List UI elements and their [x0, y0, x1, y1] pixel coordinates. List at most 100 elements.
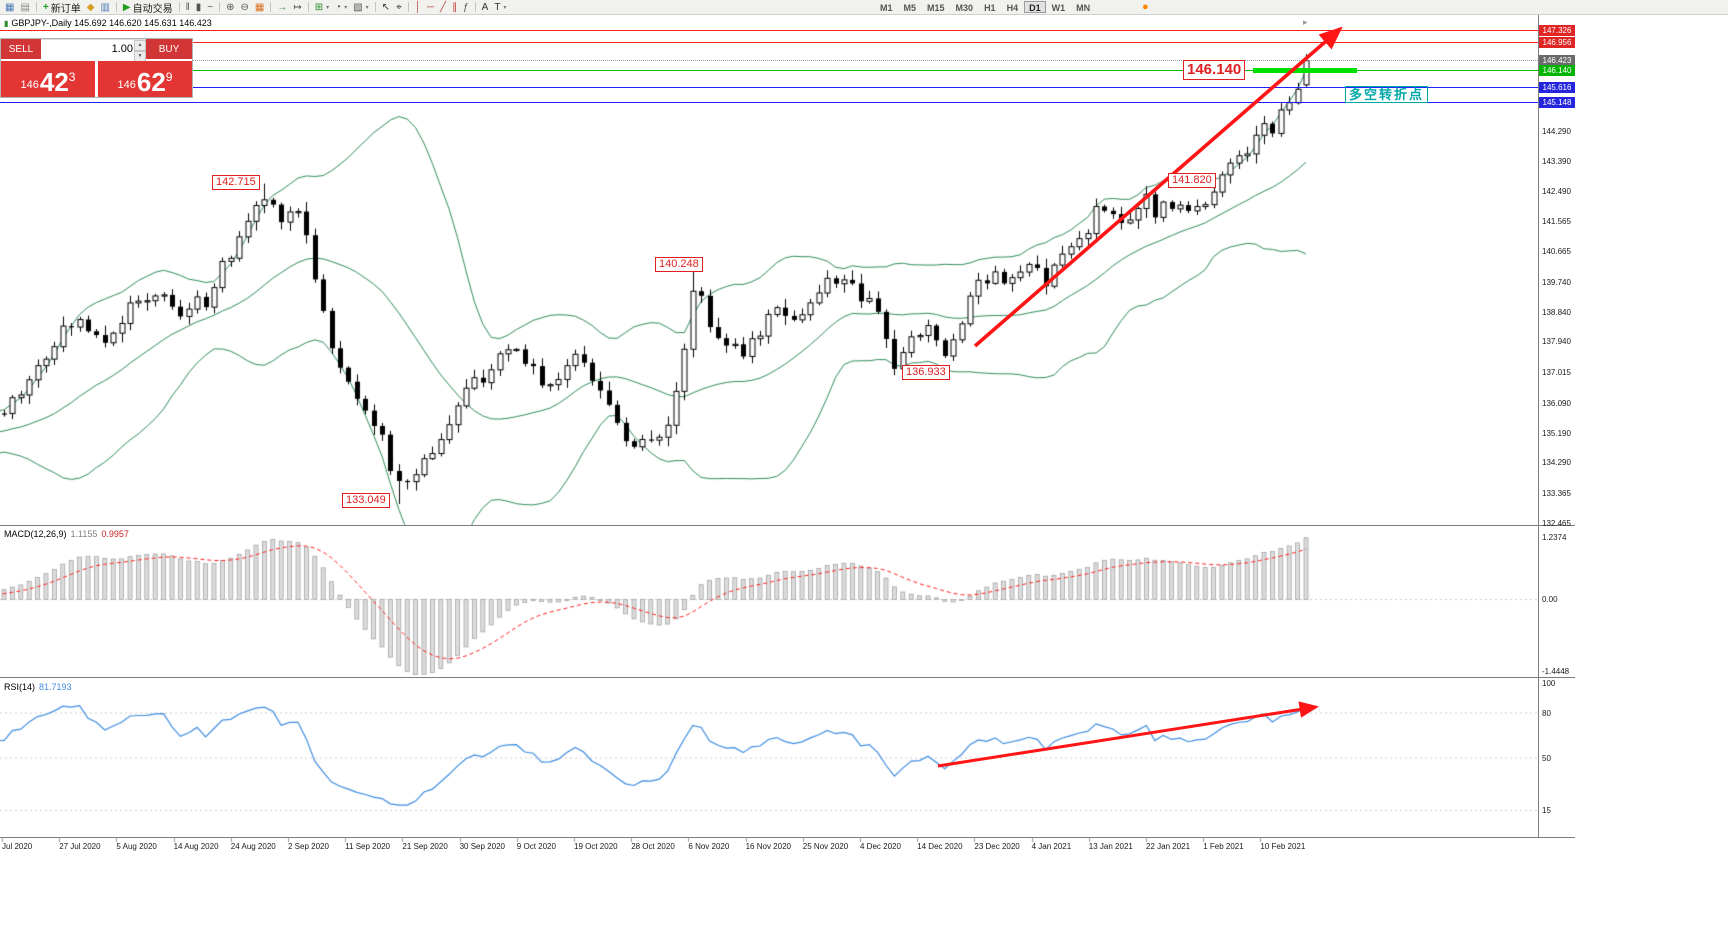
time-axis-label: 22 Jan 2021 — [1146, 842, 1191, 851]
vertical-line-button[interactable]: │ — [412, 1, 424, 14]
templates-button[interactable]: ▧ ▾ — [350, 1, 371, 14]
zoom-in-button[interactable]: ⊕ — [223, 1, 237, 14]
periods-icon: ◔ — [335, 1, 342, 13]
indicators-dropdown-caret[interactable]: ▾ — [326, 4, 330, 11]
time-axis-label: 14 Dec 2020 — [917, 842, 963, 851]
profiles-icon: ▤ — [20, 1, 30, 13]
price-tag-147.326: 147.326 — [1539, 25, 1575, 37]
price-tag-145.616: 145.616 — [1539, 81, 1575, 93]
price-tag-146.140: 146.140 — [1539, 64, 1575, 76]
profiles-button[interactable]: ▤ — [17, 1, 32, 14]
price-axis-tick: 141.565 — [1542, 217, 1571, 227]
buy-button[interactable]: BUY — [146, 39, 192, 59]
time-axis-label: 23 Dec 2020 — [974, 842, 1020, 851]
level-line-146.423[interactable] — [0, 60, 1538, 62]
time-axis-label: 28 Oct 2020 — [631, 842, 675, 851]
timeframe-m30-button[interactable]: M30 — [955, 3, 974, 13]
time-axis-label: 30 Sep 2020 — [459, 842, 505, 851]
horizontal-line-button[interactable]: ─ — [424, 1, 437, 14]
tile-windows-button[interactable]: ▦ — [252, 1, 267, 14]
trendline-button[interactable]: ╱ — [437, 1, 449, 14]
toolbar-separator — [374, 2, 376, 12]
time-axis-label: 4 Jan 2021 — [1031, 842, 1072, 851]
chart-shift-marker[interactable]: ▸ — [1303, 17, 1308, 27]
candles-type-button[interactable]: ▮ — [193, 1, 205, 14]
time-axis-label: 10 Feb 2021 — [1260, 842, 1306, 851]
periods-dropdown-caret[interactable]: ▾ — [344, 4, 348, 11]
price-label-141.820[interactable]: 141.820 — [1168, 173, 1216, 188]
timeframe-h4-button[interactable]: H4 — [1006, 3, 1019, 13]
ask-pipette: 9 — [165, 70, 173, 84]
timeframe-d1-button[interactable]: D1 — [1024, 1, 1046, 13]
price-label-146.140[interactable]: 146.140 — [1183, 60, 1246, 80]
timeframe-h1-button[interactable]: H1 — [984, 3, 996, 13]
fibonacci-icon: ƒ — [463, 1, 469, 13]
arrows-tool-button[interactable]: T ▾ — [491, 1, 509, 14]
timeframe-m1-button[interactable]: M1 — [880, 3, 893, 13]
price-label-142.715[interactable]: 142.715 — [212, 175, 260, 190]
indicators-button[interactable]: ⊞ ▾ — [312, 1, 332, 14]
price-axis-tick: 138.840 — [1542, 307, 1571, 317]
crosshair-button[interactable]: ⌖ — [393, 1, 405, 14]
sell-price-button[interactable]: 146 42 3 — [1, 61, 95, 97]
timeframe-w1-button[interactable]: W1 — [1051, 3, 1066, 13]
community-icon[interactable]: ● — [1142, 1, 1149, 13]
volume-input[interactable]: 1.00 — [111, 43, 133, 55]
macd-panel-divider[interactable] — [0, 525, 1575, 526]
zoom-in-icon: ⊕ — [226, 1, 235, 13]
auto-scroll-icon: → — [277, 1, 288, 13]
fibonacci-button[interactable]: ƒ — [460, 1, 472, 14]
level-line-146.14[interactable] — [1253, 67, 1357, 73]
toolbar-separator — [178, 2, 180, 12]
level-line-147.326[interactable] — [0, 30, 1538, 32]
chart-shift-button[interactable]: ↦ — [290, 1, 304, 14]
tile-windows-icon: ▦ — [254, 1, 265, 13]
level-line-145.616[interactable] — [0, 86, 1538, 88]
timeframe-m5-button[interactable]: M5 — [903, 3, 917, 13]
price-axis-tick: 142.490 — [1542, 186, 1571, 196]
rsi-panel-divider[interactable] — [0, 677, 1575, 678]
equidistant-channel-button[interactable]: ∥ — [449, 1, 460, 14]
turning-point-note[interactable]: 多空转折点 — [1345, 86, 1429, 103]
autotrading-button[interactable]: ▶ 自动交易 — [120, 1, 176, 15]
line-type-button[interactable]: ~ — [204, 1, 216, 14]
sell-button[interactable]: SELL — [1, 39, 41, 59]
timeframe-mn-button[interactable]: MN — [1076, 3, 1091, 13]
buy-price-button[interactable]: 146 62 9 — [98, 61, 192, 97]
metaeditor-button[interactable]: ◆ — [84, 1, 98, 14]
arrows-tool-dropdown-caret[interactable]: ▾ — [503, 4, 507, 11]
cursor-icon: ↖ — [381, 1, 391, 13]
new-chart-button[interactable]: ▦ — [2, 1, 17, 14]
level-line-145.148[interactable] — [0, 102, 1538, 104]
new-order-button[interactable]: + 新订单 — [40, 1, 84, 15]
price-label-136.933[interactable]: 136.933 — [902, 365, 950, 380]
metaeditor-icon: ◆ — [86, 1, 95, 13]
price-label-140.248[interactable]: 140.248 — [655, 257, 703, 272]
price-chart-canvas[interactable] — [0, 15, 1538, 856]
candles-type-icon: ▮ — [195, 1, 202, 13]
toolbar-separator — [219, 2, 221, 12]
bars-type-button[interactable]: ‖ — [183, 1, 193, 14]
price-label-133.049[interactable]: 133.049 — [342, 493, 390, 508]
timeframe-m15-button[interactable]: M15 — [927, 3, 945, 13]
cursor-button[interactable]: ↖ — [379, 1, 393, 14]
market-watch-button[interactable]: ▥ — [97, 1, 112, 14]
level-line-146.956[interactable] — [0, 42, 1538, 44]
price-tag-146.423: 146.423 — [1539, 55, 1575, 67]
macd-signal-value: 0.9957 — [101, 529, 129, 539]
text-label-button[interactable]: A — [479, 1, 492, 14]
auto-scroll-button[interactable]: → — [274, 1, 290, 14]
macd-axis-tick: -1.4448 — [1542, 667, 1570, 677]
templates-dropdown-caret[interactable]: ▾ — [365, 4, 369, 11]
price-tag-145.148: 145.148 — [1539, 97, 1575, 109]
trade-panel-controls: SELL 1.00 ▲ ▼ BUY — [1, 39, 192, 62]
periods-button[interactable]: ◔ ▾ — [332, 1, 350, 14]
level-line-146.14[interactable] — [0, 69, 1538, 71]
toolbar-separator — [407, 2, 409, 12]
toolbar-separator — [115, 2, 117, 12]
volume-increase-button[interactable]: ▲ — [134, 40, 146, 51]
ask-pips: 62 — [136, 67, 166, 97]
zoom-out-button[interactable]: ⊖ — [238, 1, 252, 14]
horizontal-line-icon: ─ — [426, 1, 435, 13]
bars-type-icon: ‖ — [185, 1, 190, 13]
